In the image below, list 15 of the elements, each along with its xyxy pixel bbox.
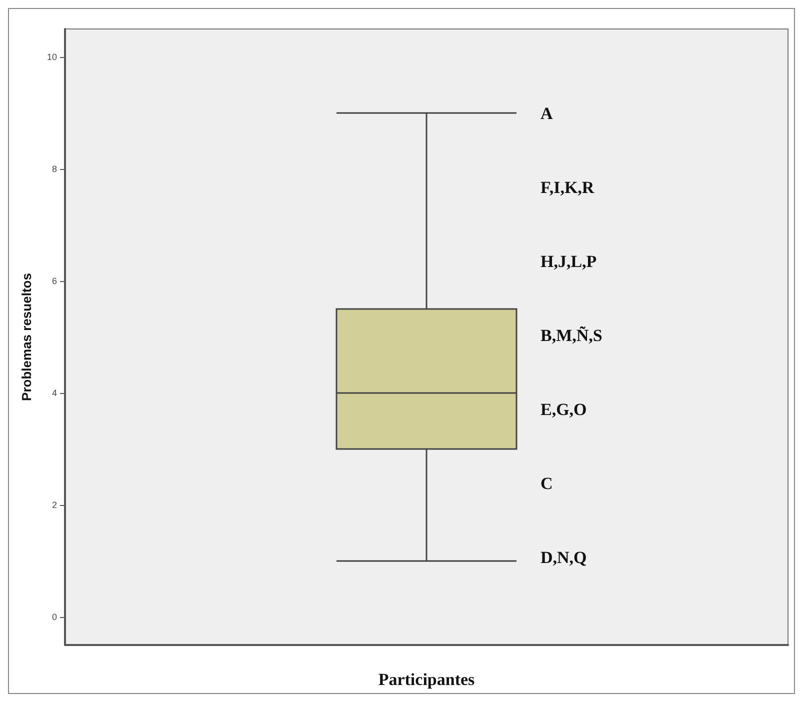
y-tick-label: 10 [46,52,57,62]
annotation: E,G,O [540,400,587,419]
y-tick-label: 8 [52,164,57,174]
y-tick-label: 4 [52,388,57,398]
x-axis-title: Participantes [378,670,476,689]
y-tick-label: 6 [52,276,57,286]
annotation: D,N,Q [540,548,587,567]
annotation: C [540,474,553,493]
annotation: F,I,K,R [540,178,595,198]
y-axis-title: Problemas resueltos [19,273,34,401]
annotation: B,M,Ñ,S [540,326,602,345]
annotation: H,J,L,P [540,252,597,272]
annotation: A [540,104,554,124]
y-tick-label: 2 [52,500,57,510]
y-tick-label: 0 [52,612,57,622]
